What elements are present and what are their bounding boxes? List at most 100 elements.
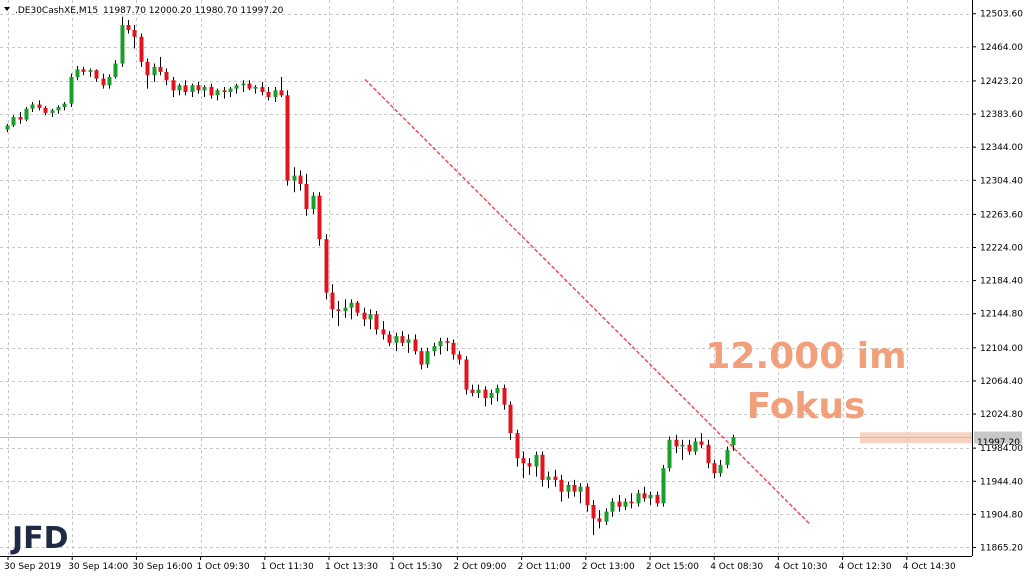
candle-body-bear [527, 463, 532, 467]
grid [0, 0, 972, 556]
current-price-tag [974, 431, 1022, 444]
candle-body-bear [706, 444, 711, 464]
candle-body-bear [298, 175, 303, 184]
candle-body-bear [324, 239, 329, 293]
candle-body-bull [725, 449, 730, 465]
candle [617, 494, 622, 512]
candle-body-bear [559, 479, 564, 492]
candle [419, 347, 424, 370]
candles [5, 16, 736, 536]
time-tick-label: 4 Oct 08:30 [710, 562, 763, 572]
candle [215, 88, 220, 101]
candle [253, 85, 258, 94]
candle-body-bull [604, 511, 609, 522]
candle [260, 81, 265, 96]
time-tick-label: 1 Oct 09:30 [197, 562, 250, 572]
candle [317, 192, 322, 246]
candle-body-bull [202, 86, 207, 91]
candle-body-bear [585, 486, 590, 505]
candle-body-bull [120, 25, 125, 64]
candle-body-bull [368, 314, 373, 320]
candle-body-bull [62, 103, 67, 108]
candle-body-bear [164, 71, 169, 81]
candle [30, 102, 35, 113]
candle-body-bull [215, 90, 220, 96]
candle-body-bull [731, 437, 736, 446]
candle-body-bull [394, 336, 399, 343]
candle [610, 498, 615, 517]
candle [304, 173, 309, 216]
ohlc-label: 11987.70 12000.20 11980.70 11997.20 [103, 6, 284, 16]
candle [234, 83, 239, 94]
candle [75, 66, 80, 81]
candle [336, 300, 341, 327]
time-tick-label: 30 Sep 2019 [4, 562, 61, 572]
time-axis: 30 Sep 2019 30 Sep 14:00 30 Sep 16:00 1 Oct… [4, 556, 956, 572]
candle [508, 401, 513, 440]
candle-body-bull [623, 501, 628, 507]
time-tick-label: 4 Oct 12:30 [839, 562, 892, 572]
candle [311, 192, 316, 215]
candle-body-bear [508, 404, 513, 434]
candle [585, 483, 590, 512]
price-axis: 12503.60 12464.00 12423.20 12383.60 12344.00… [972, 10, 1023, 553]
candle-body-bear [419, 351, 424, 365]
price-tick-label: 12144.80 [980, 310, 1023, 320]
candle [145, 58, 150, 89]
candle [693, 438, 698, 455]
candle-body-bull [30, 104, 35, 109]
candle-body-bear [629, 501, 634, 504]
candle-body-bull [425, 351, 430, 365]
candle [470, 384, 475, 397]
time-tick-label: 30 Sep 14:00 [68, 562, 128, 572]
time-tick-label: 4 Oct 14:30 [903, 562, 956, 572]
candle [394, 332, 399, 352]
candle-body-bear [183, 85, 188, 92]
candle [298, 170, 303, 191]
candle [400, 331, 405, 347]
candle [273, 86, 278, 103]
candle-body-bear [413, 339, 418, 352]
candle [177, 83, 182, 96]
candle-body-bull [24, 108, 29, 120]
candle-body-bear [81, 69, 86, 72]
candle-body-bull [241, 83, 246, 86]
candle [132, 25, 137, 49]
candle-body-bull [190, 85, 195, 92]
candle [101, 73, 106, 89]
candle [113, 60, 118, 79]
candle-body-bear [330, 292, 335, 310]
candle-body-bull [107, 76, 112, 86]
candle [343, 299, 348, 318]
candle [209, 83, 214, 99]
trendline[interactable] [364, 78, 811, 525]
candle-body-bear [247, 83, 252, 89]
time-tick-label: 1 Oct 15:30 [389, 562, 442, 572]
candle [381, 321, 386, 340]
candle-body-bull [273, 90, 278, 97]
time-tick-label: 2 Oct 11:00 [518, 562, 571, 572]
candle-body-bear [457, 354, 462, 360]
candle [718, 459, 723, 477]
candle-body-bear [304, 183, 309, 210]
candle [483, 386, 488, 407]
candle [667, 436, 672, 472]
candle [37, 100, 42, 111]
candle [279, 76, 284, 97]
candle-body-bull [578, 486, 583, 492]
candle [374, 311, 379, 335]
candle [457, 351, 462, 365]
candle [495, 384, 500, 402]
candle [387, 331, 392, 347]
time-tick-label: 4 Oct 10:30 [774, 562, 827, 572]
candle [285, 90, 290, 186]
candle [699, 433, 704, 449]
dropdown-triangle-icon[interactable] [4, 7, 10, 11]
price-tick-label: 11944.40 [980, 477, 1023, 487]
candle-body-bear [222, 90, 227, 92]
candle-body-bear [464, 359, 469, 390]
candle [158, 56, 163, 76]
time-tick-label: 30 Sep 16:00 [132, 562, 192, 572]
candle [266, 86, 271, 101]
